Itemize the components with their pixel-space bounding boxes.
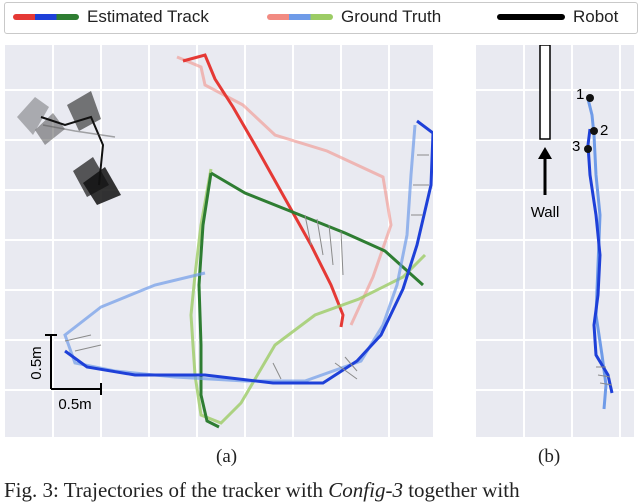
panel-a-plot: 0.5m 0.5m bbox=[5, 45, 433, 437]
ground-truth-swatch bbox=[267, 14, 333, 20]
b-estimated-track bbox=[586, 128, 614, 394]
legend-label-robot: Robot bbox=[573, 7, 619, 26]
error-hatches bbox=[64, 154, 429, 380]
scale-label-x: 0.5m bbox=[58, 396, 91, 413]
legend-item-robot: Robot bbox=[497, 7, 618, 27]
panel-b-plot: Wall 1 2 3 bbox=[476, 45, 634, 437]
legend-label-ground-truth: Ground Truth bbox=[341, 7, 442, 26]
marker-3 bbox=[584, 145, 592, 153]
legend: Estimated Track Ground Truth Robot bbox=[4, 2, 638, 34]
panel-b-svg: Wall 1 2 3 bbox=[476, 45, 634, 437]
legend-item-ground-truth: Ground Truth bbox=[267, 7, 441, 27]
figure-caption: Fig. 3: Trajectories of the tracker with… bbox=[4, 478, 520, 503]
b-ground-truth bbox=[586, 98, 608, 410]
panel-b-grid bbox=[476, 45, 634, 437]
wall-label: Wall bbox=[531, 204, 560, 221]
marker-1 bbox=[586, 94, 594, 102]
marker-label-3: 3 bbox=[572, 138, 580, 155]
subfigure-label-b: (b) bbox=[538, 446, 561, 467]
marker-label-1: 1 bbox=[576, 86, 584, 103]
caption-suffix: together with bbox=[402, 478, 520, 502]
robot-poses bbox=[17, 91, 121, 205]
legend-label-estimated: Estimated Track bbox=[87, 7, 209, 26]
caption-prefix: Fig. 3: Trajectories of the tracker with bbox=[4, 478, 329, 502]
panel-a-grid bbox=[5, 45, 433, 437]
scale-bar: 0.5m 0.5m bbox=[28, 334, 102, 413]
scale-label-y: 0.5m bbox=[28, 346, 45, 379]
subfigure-label-a: (a) bbox=[216, 446, 238, 467]
red-estimated-track bbox=[182, 53, 345, 328]
marker-2 bbox=[590, 127, 598, 135]
green-estimated-track bbox=[197, 171, 425, 429]
legend-item-estimated: Estimated Track bbox=[13, 7, 209, 27]
robot-swatch bbox=[497, 14, 565, 20]
blue-estimated-track bbox=[64, 119, 433, 385]
estimated-swatch bbox=[13, 14, 79, 20]
wall-block bbox=[539, 45, 551, 140]
b-hatches bbox=[596, 366, 613, 386]
panel-a-svg: 0.5m 0.5m bbox=[5, 45, 433, 437]
caption-config: Config-3 bbox=[328, 478, 403, 502]
blue-ground-truth bbox=[63, 124, 417, 383]
marker-label-2: 2 bbox=[600, 122, 608, 139]
